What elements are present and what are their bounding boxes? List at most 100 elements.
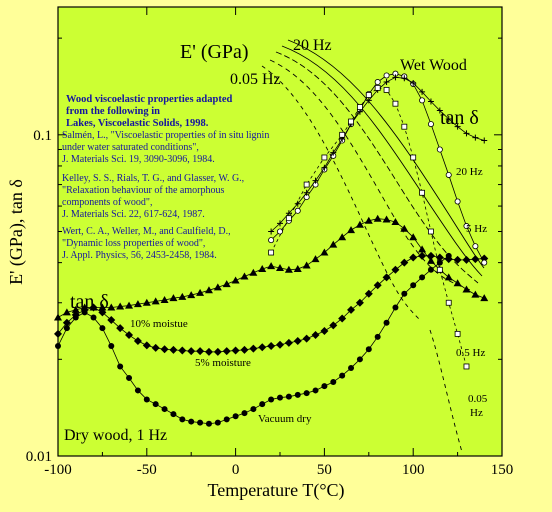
data-point	[98, 303, 107, 311]
x-tick-label: -50	[137, 462, 157, 478]
wet-wood-label: Wet Wood	[400, 57, 467, 74]
data-point	[320, 248, 329, 256]
data-point	[196, 288, 205, 296]
data-point	[303, 390, 310, 397]
data-point	[348, 118, 354, 125]
data-point	[62, 318, 71, 327]
data-point	[267, 342, 276, 351]
data-point	[320, 327, 329, 336]
data-point	[285, 393, 292, 400]
data-point	[133, 300, 142, 308]
data-point	[339, 372, 346, 379]
data-point	[116, 302, 125, 310]
freq-005hz-label-a: 0.05	[468, 393, 488, 405]
data-point	[426, 256, 435, 264]
data-point	[268, 237, 275, 244]
data-point	[436, 107, 443, 114]
data-point	[383, 86, 390, 93]
data-point	[445, 171, 452, 178]
y-tick-label: 0.1	[33, 128, 52, 144]
data-point	[400, 224, 409, 232]
data-point	[321, 164, 328, 171]
dry-wood-label: Dry wood, 1 Hz	[64, 427, 167, 444]
data-point	[481, 137, 488, 144]
x-axis-title: Temperature T(°C)	[207, 480, 344, 501]
data-point	[364, 216, 373, 224]
data-point	[62, 308, 71, 316]
data-point	[347, 305, 356, 314]
data-point	[436, 146, 443, 153]
data-point	[303, 189, 310, 196]
data-point	[204, 347, 213, 356]
data-point	[142, 298, 151, 306]
data-point	[374, 333, 381, 340]
eprime-curve-005hz-a	[261, 65, 421, 321]
data-point	[133, 337, 142, 346]
ref3-line-3: J. Appl. Physics, 56, 2453-2458, 1984.	[62, 250, 217, 261]
eprime-label: E' (GPa)	[180, 41, 249, 63]
data-point	[382, 215, 391, 223]
data-point	[418, 245, 427, 253]
moisture-5-label: 5% moisture	[195, 357, 251, 369]
data-point	[419, 88, 426, 95]
x-tick-label: 50	[317, 462, 332, 478]
x-tick-label: 100	[402, 462, 425, 478]
data-point	[196, 347, 205, 356]
data-point	[302, 261, 311, 269]
ref2-line-2: "Relaxation behaviour of the amorphous	[62, 185, 224, 196]
data-point	[142, 341, 151, 350]
data-point	[364, 289, 373, 298]
data-point	[472, 243, 479, 250]
data-point	[99, 325, 106, 332]
data-point	[249, 268, 258, 276]
data-point	[321, 154, 328, 161]
data-point	[391, 218, 400, 226]
data-point	[347, 226, 356, 234]
data-point	[240, 272, 249, 280]
data-point	[197, 419, 204, 426]
data-point	[54, 313, 62, 321]
tan-delta-dry-label: tan δ	[70, 291, 109, 313]
data-point	[63, 325, 70, 332]
data-point	[445, 116, 452, 123]
series-diamond-filled	[54, 251, 489, 356]
data-point	[294, 391, 301, 398]
data-point	[213, 283, 222, 291]
data-point	[108, 343, 115, 350]
data-point	[481, 259, 488, 266]
data-point	[268, 396, 275, 403]
data-point	[294, 200, 301, 207]
data-point	[302, 334, 311, 343]
data-point	[276, 340, 284, 349]
data-point	[401, 75, 408, 82]
data-point	[410, 282, 417, 289]
data-point	[471, 290, 480, 298]
data-point	[374, 84, 381, 91]
data-point	[178, 346, 187, 355]
data-point	[143, 396, 150, 403]
ref1-line-2: under water saturated conditions",	[62, 142, 199, 153]
data-point	[410, 79, 417, 86]
data-point	[89, 303, 98, 311]
ref1-line-3: J. Materials Sci. 19, 3090-3096, 1984.	[62, 154, 215, 165]
freq-20hz-label: 20 Hz	[456, 166, 483, 178]
freq-5hz-label: 5 Hz	[466, 223, 487, 235]
data-point	[321, 383, 328, 390]
data-point	[383, 79, 390, 86]
data-point	[454, 123, 461, 130]
data-point	[330, 378, 337, 385]
data-point	[169, 345, 178, 354]
data-point	[116, 324, 125, 333]
data-point	[427, 121, 434, 128]
data-point	[204, 286, 213, 294]
eprime-curve-20hz-b	[281, 45, 483, 277]
data-point	[355, 220, 364, 228]
data-point	[55, 343, 61, 350]
freq-05hz-label: 0.5 Hz	[456, 347, 485, 359]
data-point	[339, 131, 346, 138]
data-point	[419, 274, 426, 281]
data-point	[471, 255, 480, 264]
data-point	[311, 255, 320, 263]
data-point	[427, 266, 434, 273]
